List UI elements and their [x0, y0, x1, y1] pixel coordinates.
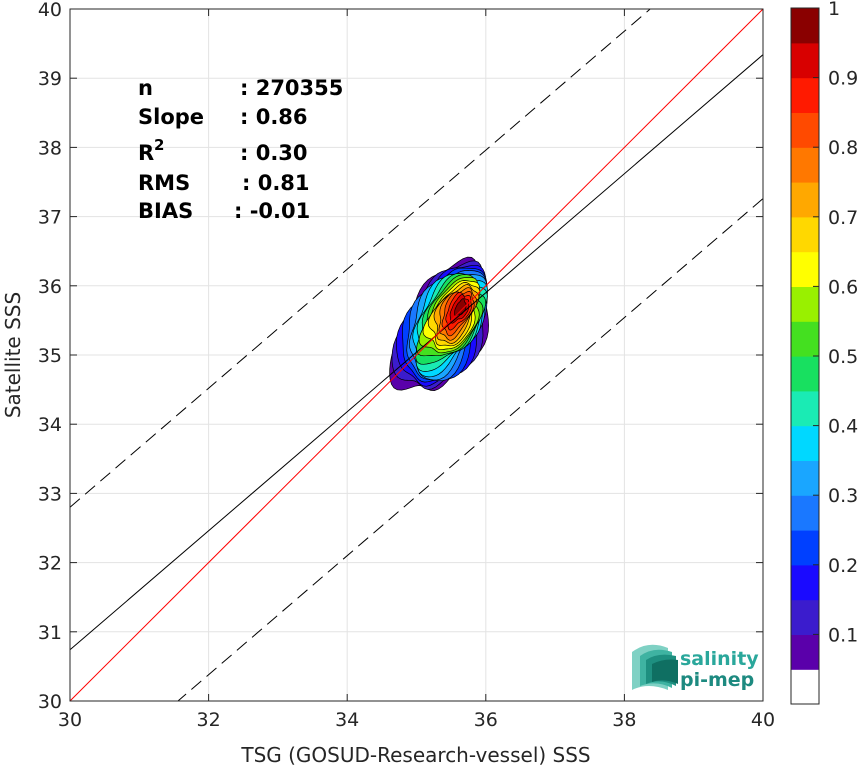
logo-text-pimep: pi-mep: [680, 669, 754, 691]
colorbar-segment: [791, 216, 819, 253]
stat-bias-label: BIAS: [138, 199, 193, 223]
salinity-pimep-logo: salinity pi-mep: [632, 644, 759, 691]
colorbar-segment: [791, 251, 819, 287]
y-tick-label: 35: [38, 345, 62, 367]
colorbar-segment: [791, 390, 819, 427]
colorbar-segment: [791, 599, 819, 635]
colorbar-segment: [791, 321, 819, 357]
colorbar-segment: [791, 182, 819, 218]
y-tick-label: 37: [38, 207, 62, 229]
colorbar-tick-label: 0.1: [828, 624, 858, 646]
colorbar-segment: [791, 42, 819, 79]
y-tick-label: 34: [38, 414, 62, 436]
colorbar-segment: [791, 77, 819, 113]
colorbar-tick-label: 0.7: [828, 207, 858, 229]
x-tick-label: 40: [751, 709, 775, 731]
lower-bound-dashed-line: [177, 198, 763, 701]
colorbar-segment: [791, 564, 819, 601]
stats-box: n : 270355 Slope : 0.86 R 2 : 0.30 RMS :…: [138, 76, 343, 223]
y-axis-ticks: 30 31 32 33 34 35 36 37 38 39 40: [38, 0, 763, 713]
colorbar-ticks: 0.1 0.2 0.3 0.4 0.5 0.6 0.7 0.8 0.9 1: [813, 0, 858, 646]
colorbar-segment: [791, 8, 819, 44]
stat-bias-value: : -0.01: [234, 199, 310, 223]
colorbar-segment: [791, 634, 819, 670]
stat-r2-superscript: 2: [154, 136, 164, 154]
x-tick-label: 32: [197, 709, 221, 731]
colorbar-segment: [791, 669, 819, 705]
logo-waves-icon: [632, 644, 678, 690]
colorbar-tick-label: 1: [828, 0, 840, 20]
colorbar-tick-label: 0.9: [828, 68, 858, 90]
y-tick-label: 36: [38, 276, 62, 298]
colorbar-segment: [791, 356, 819, 392]
y-tick-label: 31: [38, 622, 62, 644]
fit-lines: [70, 9, 763, 701]
y-tick-label: 38: [38, 137, 62, 159]
colorbar-segment: [791, 147, 819, 183]
stat-n-label: n: [138, 76, 153, 100]
x-axis-ticks: 30 32 34 36 38 40: [58, 9, 775, 731]
colorbar: [790, 7, 820, 705]
upper-bound-dashed-line: [70, 9, 651, 508]
x-axis-label: TSG (GOSUD-Research-vessel) SSS: [240, 743, 590, 767]
colorbar-tick-label: 0.5: [828, 346, 858, 368]
colorbar-segment: [791, 495, 819, 531]
y-tick-label: 33: [38, 483, 62, 505]
y-tick-label: 40: [38, 0, 62, 21]
x-tick-label: 36: [474, 709, 498, 731]
x-tick-label: 34: [335, 709, 359, 731]
stat-r2-label: R: [138, 141, 154, 165]
y-tick-label: 32: [38, 553, 62, 575]
colorbar-segment: [791, 425, 819, 461]
stat-slope-label: Slope: [138, 105, 204, 129]
logo-text-salinity: salinity: [680, 648, 759, 670]
x-tick-label: 30: [58, 709, 82, 731]
stat-slope-value: : 0.86: [240, 105, 308, 129]
stat-r2-value: : 0.30: [240, 141, 308, 165]
identity-line: [70, 9, 763, 701]
y-axis-label: Satellite SSS: [1, 292, 25, 418]
colorbar-tick-label: 0.2: [828, 555, 858, 577]
stat-rms-value: : 0.81: [242, 171, 310, 195]
stat-rms-label: RMS: [138, 171, 190, 195]
y-tick-label: 39: [38, 68, 62, 90]
colorbar-tick-label: 0.6: [828, 276, 858, 298]
stat-n-value: : 270355: [240, 76, 343, 100]
regression-line: [70, 54, 763, 651]
colorbar-segment: [791, 112, 819, 148]
y-tick-label: 30: [38, 691, 62, 713]
colorbar-tick-label: 0.4: [828, 416, 858, 438]
x-tick-label: 38: [612, 709, 636, 731]
colorbar-segment: [791, 460, 819, 496]
colorbar-tick-label: 0.3: [828, 485, 858, 507]
colorbar-tick-label: 0.8: [828, 137, 858, 159]
grid-lines: [69, 8, 764, 702]
colorbar-segment: [791, 286, 819, 322]
colorbar-segment: [791, 530, 819, 566]
